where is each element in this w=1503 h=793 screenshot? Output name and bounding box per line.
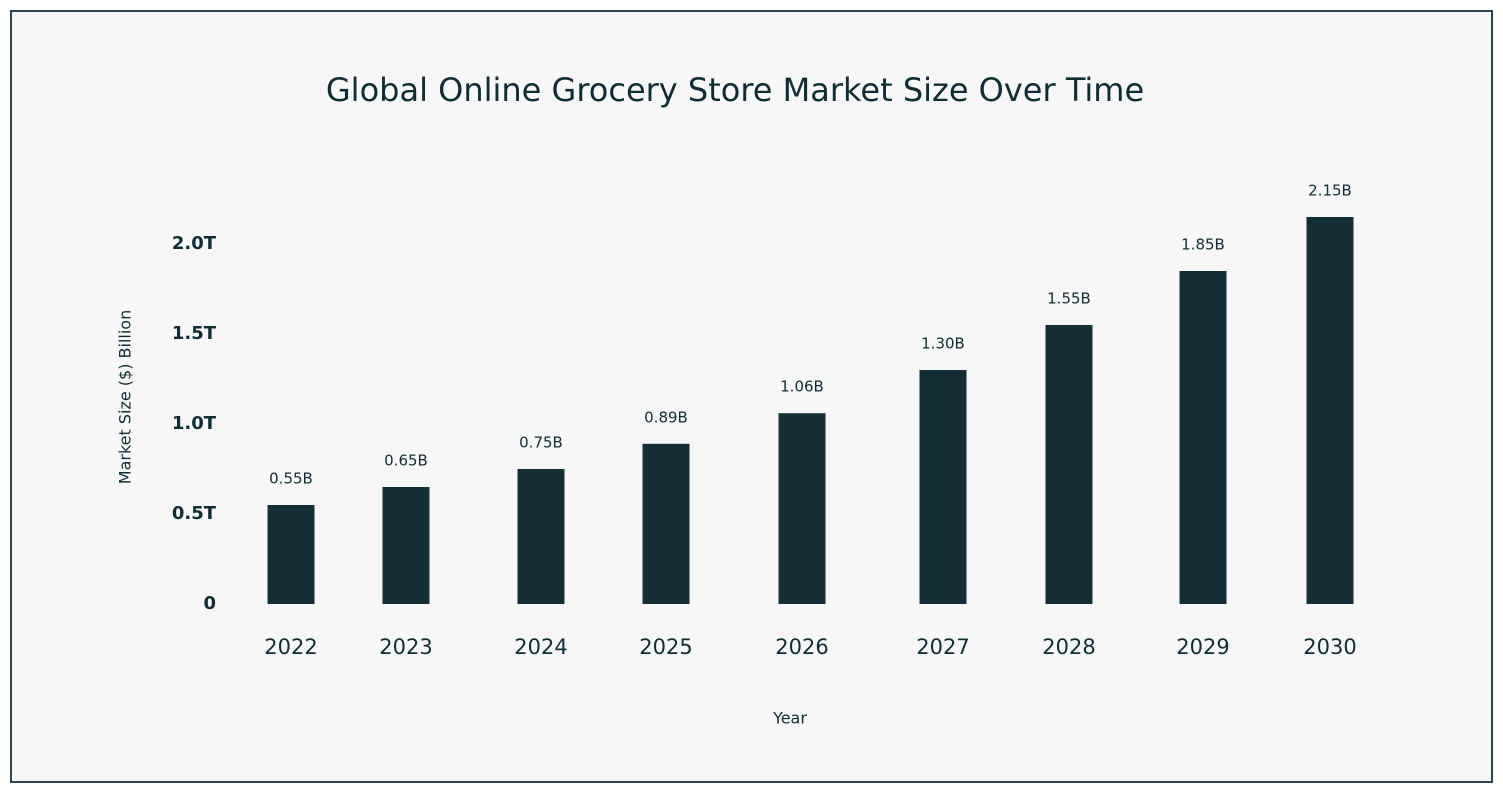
bar bbox=[778, 413, 826, 604]
value-label: 0.89B bbox=[644, 408, 688, 426]
x-tick-label: 2027 bbox=[916, 635, 969, 659]
x-tick-label: 2026 bbox=[775, 635, 828, 659]
x-tick-label: 2023 bbox=[379, 635, 432, 659]
value-label: 0.75B bbox=[519, 434, 563, 452]
y-tick-label: 0 bbox=[203, 593, 216, 614]
bar bbox=[1179, 271, 1227, 604]
x-tick-label: 2024 bbox=[514, 635, 567, 659]
y-axis-title: Market Size ($) Billion bbox=[116, 310, 135, 484]
x-tick-label: 2025 bbox=[639, 635, 692, 659]
value-label: 1.30B bbox=[921, 335, 965, 353]
y-tick-label: 0.5T bbox=[172, 503, 217, 524]
bar bbox=[919, 370, 967, 604]
x-tick-label: 2029 bbox=[1176, 635, 1229, 659]
bar bbox=[267, 505, 315, 604]
y-tick-label: 2.0T bbox=[172, 233, 217, 254]
bar bbox=[1045, 325, 1093, 604]
value-label: 1.55B bbox=[1047, 290, 1091, 308]
value-label: 1.06B bbox=[780, 378, 824, 396]
bar bbox=[517, 469, 565, 604]
x-tick-label: 2022 bbox=[264, 635, 317, 659]
chart-frame bbox=[10, 10, 1493, 783]
chart-title: Global Online Grocery Store Market Size … bbox=[326, 71, 1144, 109]
y-tick-label: 1.5T bbox=[172, 323, 217, 344]
value-label: 0.55B bbox=[269, 470, 313, 488]
bar bbox=[382, 487, 430, 604]
value-label: 0.65B bbox=[384, 452, 428, 470]
value-label: 2.15B bbox=[1308, 182, 1352, 200]
x-tick-label: 2028 bbox=[1042, 635, 1095, 659]
x-axis-title: Year bbox=[772, 709, 807, 728]
x-tick-label: 2030 bbox=[1303, 635, 1356, 659]
y-tick-label: 1.0T bbox=[172, 413, 217, 434]
bar bbox=[1306, 217, 1354, 604]
value-label: 1.85B bbox=[1181, 236, 1225, 254]
bar bbox=[642, 443, 690, 604]
